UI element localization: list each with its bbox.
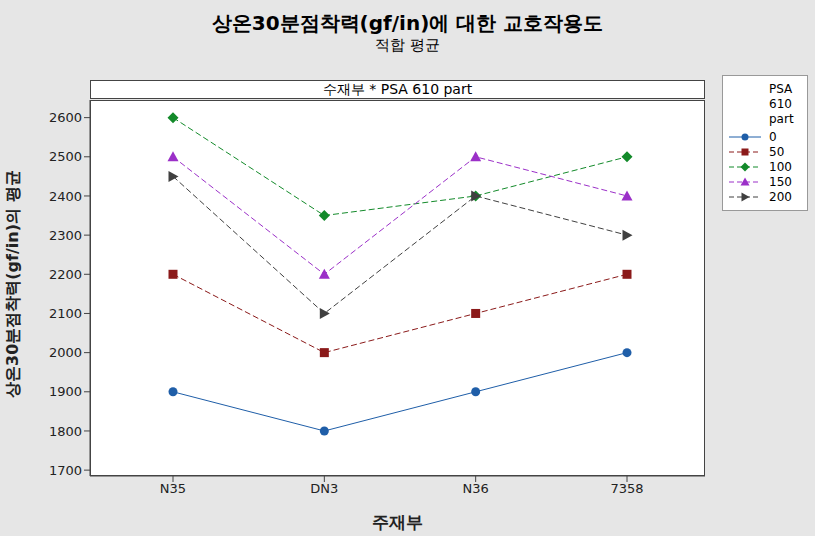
svg-text:N36: N36 [463, 481, 489, 496]
svg-text:2400: 2400 [49, 189, 82, 204]
svg-text:DN3: DN3 [310, 481, 338, 496]
html-text:100: 100 [769, 159, 792, 174]
svg-text:2600: 2600 [49, 110, 82, 125]
svg-text:주재부: 주재부 [372, 512, 423, 532]
html-text:수재부 * PSA 610 part: 수재부 * PSA 610 part [322, 81, 473, 97]
svg-text:2500: 2500 [49, 149, 82, 164]
html-text:150: 150 [769, 174, 792, 189]
svg-text:2200: 2200 [49, 267, 82, 282]
html-text:적합 평균: 적합 평균 [375, 36, 440, 54]
svg-text:1700: 1700 [49, 463, 82, 478]
html-text:0: 0 [769, 129, 777, 144]
svg-text:2000: 2000 [49, 345, 82, 360]
svg-text:2300: 2300 [49, 228, 82, 243]
html-text:상온30분점착력(gf/in)에 대한 교호작용도: 상온30분점착력(gf/in)에 대한 교호작용도 [211, 11, 604, 35]
svg-text:1900: 1900 [49, 384, 82, 399]
svg-text:2100: 2100 [49, 306, 82, 321]
svg-text:상온30분점착력(gf/in)의 평균: 상온30분점착력(gf/in)의 평균 [8, 170, 22, 398]
svg-text:N35: N35 [160, 481, 186, 496]
html-text:200: 200 [769, 189, 792, 204]
html-text:50: 50 [769, 144, 785, 159]
html-text:PSA 610 part: PSA 610 part [769, 82, 794, 126]
svg-text:1800: 1800 [49, 424, 82, 439]
svg-text:7358: 7358 [610, 481, 643, 496]
